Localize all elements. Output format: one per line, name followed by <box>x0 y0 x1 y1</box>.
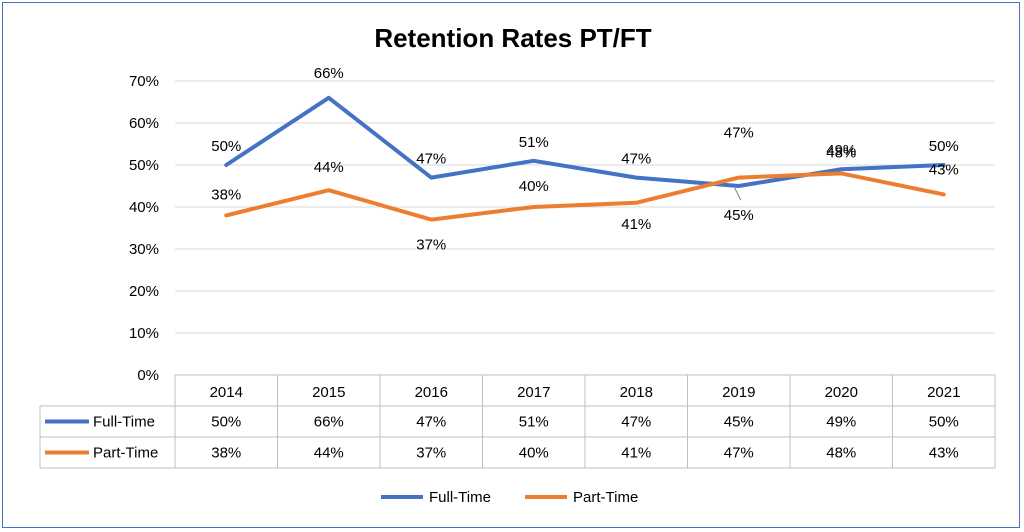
y-tick-label: 20% <box>129 283 159 300</box>
y-tick-label: 0% <box>137 367 159 384</box>
table-cell: 47% <box>724 445 754 462</box>
category-label: 2021 <box>927 384 960 401</box>
data-label-part-time: 43% <box>929 161 959 178</box>
series-line-part-time <box>224 171 946 222</box>
label-leader-line <box>734 187 742 201</box>
data-label-full-time: 45% <box>724 207 754 224</box>
data-label-part-time: 41% <box>621 216 651 233</box>
data-label-full-time: 47% <box>621 151 651 168</box>
series-lines <box>224 95 946 222</box>
data-table: 2014 2015 2016 2017 2018 2019 2020 2021 Full-Tim… <box>39 374 996 469</box>
data-labels: 50% 66% 47% 51% 47% 45% 49% 50% 38% 44% 37% 40% 41% 4… <box>211 65 959 254</box>
data-label-part-time: 38% <box>211 186 241 203</box>
legend-label: Part-Time <box>573 489 638 506</box>
table-cell: 49% <box>826 414 856 431</box>
y-tick-label: 10% <box>129 325 159 342</box>
table-cell: 40% <box>519 445 549 462</box>
table-cell: 50% <box>211 414 241 431</box>
data-label-part-time: 47% <box>724 125 754 142</box>
category-label: 2015 <box>312 384 345 401</box>
legend: Full-Time Part-Time <box>381 489 638 506</box>
table-cell: 41% <box>621 445 651 462</box>
data-label-full-time: 66% <box>314 65 344 82</box>
gridlines <box>175 80 995 334</box>
data-label-part-time: 37% <box>416 237 446 254</box>
table-cell: 43% <box>929 445 959 462</box>
table-series-name: Part-Time <box>93 445 158 462</box>
table-cell: 51% <box>519 414 549 431</box>
y-tick-label: 50% <box>129 157 159 174</box>
data-label-part-time: 44% <box>314 159 344 176</box>
data-label-part-time: 48% <box>826 144 856 161</box>
table-cell: 37% <box>416 445 446 462</box>
y-tick-label: 30% <box>129 241 159 258</box>
category-label: 2018 <box>620 384 653 401</box>
legend-label: Full-Time <box>429 489 491 506</box>
table-cell: 44% <box>314 445 344 462</box>
data-label-full-time: 49% <box>826 142 856 159</box>
y-axis: 0% 10% 20% 30% 40% 50% 60% 70% <box>129 73 159 384</box>
category-label: 2019 <box>722 384 755 401</box>
table-cell: 38% <box>211 445 241 462</box>
category-label: 2016 <box>415 384 448 401</box>
y-tick-label: 60% <box>129 115 159 132</box>
table-cell: 48% <box>826 445 856 462</box>
table-cell: 50% <box>929 414 959 431</box>
y-tick-label: 70% <box>129 73 159 90</box>
table-series-name: Full-Time <box>93 414 155 431</box>
table-cell: 45% <box>724 414 754 431</box>
data-label-part-time: 40% <box>519 178 549 195</box>
table-cell: 47% <box>416 414 446 431</box>
data-label-full-time: 50% <box>929 138 959 155</box>
category-label: 2014 <box>210 384 243 401</box>
category-label: 2017 <box>517 384 550 401</box>
category-label: 2020 <box>825 384 858 401</box>
series-line-full-time <box>224 95 946 188</box>
table-cell: 47% <box>621 414 651 431</box>
y-tick-label: 40% <box>129 199 159 216</box>
data-label-full-time: 51% <box>519 134 549 151</box>
data-label-full-time: 47% <box>416 151 446 168</box>
table-cell: 66% <box>314 414 344 431</box>
data-label-full-time: 50% <box>211 138 241 155</box>
chart-title: Retention Rates PT/FT <box>374 23 651 53</box>
chart-svg: Retention Rates PT/FT 0% 10% 20% 30% 40% 50% 6… <box>39 23 996 506</box>
